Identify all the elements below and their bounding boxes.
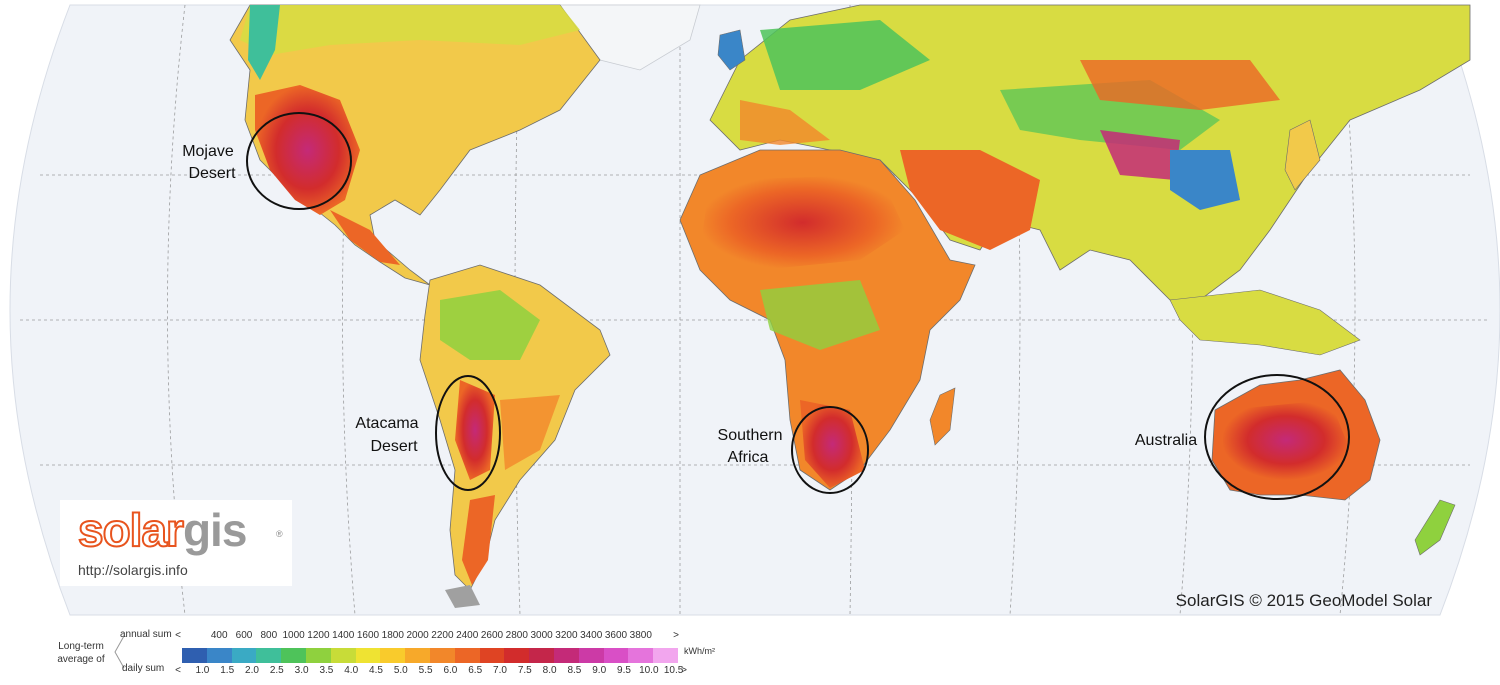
color-swatch: [554, 648, 580, 663]
copyright: SolarGIS © 2015 GeoModel Solar: [1176, 591, 1433, 610]
daily-sum-label: daily sum: [122, 663, 165, 674]
region-label: Atacama: [355, 415, 418, 432]
southeast-asia-islands: [1169, 289, 1361, 356]
registered-mark: ®: [276, 529, 283, 539]
daily-tick-label: 4.0: [344, 665, 359, 676]
legend-unit: kWh/m²: [684, 646, 715, 656]
color-swatch: [479, 648, 505, 663]
daily-tick-label: 3.0: [294, 665, 309, 676]
annual-sum-label: annual sum: [120, 629, 172, 640]
region-circles: [246, 112, 1350, 500]
daily-tick-label: 8.5: [567, 665, 582, 676]
daily-tick-label: 7.0: [493, 665, 507, 676]
daily-tick-label: 2.5: [269, 665, 284, 676]
color-swatch: [355, 648, 381, 663]
annual-tick-label: 1000: [282, 630, 305, 641]
daily-tick-label: <: [175, 665, 181, 676]
color-swatch: [405, 648, 431, 663]
annual-tick-label: 600: [235, 630, 253, 641]
annual-tick-label: 3800: [629, 630, 652, 641]
daily-tick-label: 3.5: [319, 665, 334, 676]
japan: [1284, 119, 1321, 191]
color-swatch: [306, 648, 332, 663]
daily-tick-label: 9.5: [617, 665, 631, 676]
logo-solar: solar: [77, 503, 185, 557]
legend: Long-term average of annual sum daily su…: [0, 620, 1500, 685]
daily-tick-label: 1.0: [195, 665, 210, 676]
eurasia: [709, 4, 1471, 301]
annual-tick-label: 3400: [580, 630, 603, 641]
legend-caption: Long-term average of: [48, 640, 114, 666]
color-swatch: [206, 648, 233, 663]
region-label: Australia: [1135, 432, 1197, 449]
daily-tick-label: 10.0: [639, 665, 659, 676]
color-swatch: [430, 648, 456, 663]
daily-tick-label: 2.0: [245, 665, 259, 676]
madagascar: [929, 387, 956, 446]
color-swatch: [182, 648, 208, 663]
annual-tick-label: 3000: [530, 630, 553, 641]
annual-tick-label: 400: [210, 630, 228, 641]
atacama-circle: [435, 375, 501, 491]
new-zealand: [1414, 499, 1456, 556]
logo-gis: gis: [182, 504, 247, 556]
daily-tick-label: 6.0: [443, 665, 458, 676]
annual-tick-label: 1600: [356, 630, 380, 641]
southern-africa-circle: [791, 406, 869, 494]
annual-tick-label: 2800: [505, 630, 528, 641]
annual-tick-label: <: [175, 630, 181, 641]
solar-irradiation-map: Mojave Desert Atacama Desert Southern Af…: [9, 4, 1500, 616]
color-swatch: [628, 648, 654, 663]
color-swatch: [578, 648, 605, 663]
annual-tick-label: 3200: [555, 630, 578, 641]
color-swatch: [504, 648, 530, 663]
daily-tick-label: 5.0: [393, 665, 408, 676]
daily-tick-label: 7.5: [517, 665, 532, 676]
daily-tick-label: 5.5: [418, 665, 433, 676]
region-label: Desert: [370, 438, 418, 455]
annual-tick-label: >: [673, 630, 679, 641]
solargis-logo-box: solargis ® http://solargis.info: [60, 500, 292, 586]
annual-tick-label: 1400: [332, 630, 355, 641]
legend-bracket: [114, 635, 125, 669]
daily-tick-label: 10.5: [663, 665, 684, 676]
color-swatch: [231, 648, 257, 663]
mojave-circle: [246, 112, 352, 210]
annual-tick-label: 800: [260, 630, 278, 641]
annual-tick-label: 2400: [456, 630, 479, 641]
website-url[interactable]: http://solargis.info: [78, 562, 188, 578]
north-america: [229, 4, 601, 286]
daily-tick-label: >: [681, 665, 687, 676]
daily-tick-label: 6.5: [468, 665, 483, 676]
daily-tick-label: 9.0: [592, 665, 607, 676]
legend-caption-line1: Long-term: [58, 641, 104, 652]
color-swatch: [256, 648, 282, 663]
region-label: Africa: [728, 449, 769, 466]
daily-tick-label: 8.0: [542, 665, 557, 676]
annual-tick-label: 2200: [431, 630, 454, 641]
color-swatch: [529, 648, 555, 663]
region-label: Southern: [718, 427, 783, 444]
daily-tick-label: 1.5: [220, 665, 235, 676]
daily-tick-label: 4.5: [369, 665, 383, 676]
color-swatch: [281, 648, 307, 663]
region-label: Mojave: [182, 143, 234, 160]
color-swatch: [603, 648, 629, 663]
legend-caption-line2: average of: [57, 654, 105, 665]
region-label: Desert: [188, 165, 236, 182]
uk: [717, 29, 746, 71]
color-swatch: [380, 648, 406, 663]
color-swatch: [454, 648, 481, 663]
annual-tick-label: 1800: [381, 630, 404, 641]
annual-tick-label: 3600: [604, 630, 628, 641]
australia-circle: [1204, 374, 1350, 500]
color-swatch: [653, 648, 679, 663]
color-swatch: [330, 648, 357, 663]
annual-tick-label: 1200: [307, 630, 330, 641]
annual-tick-label: 2600: [480, 630, 504, 641]
annual-tick-label: 2000: [406, 630, 429, 641]
solargis-logo: solargis ®: [77, 503, 283, 557]
